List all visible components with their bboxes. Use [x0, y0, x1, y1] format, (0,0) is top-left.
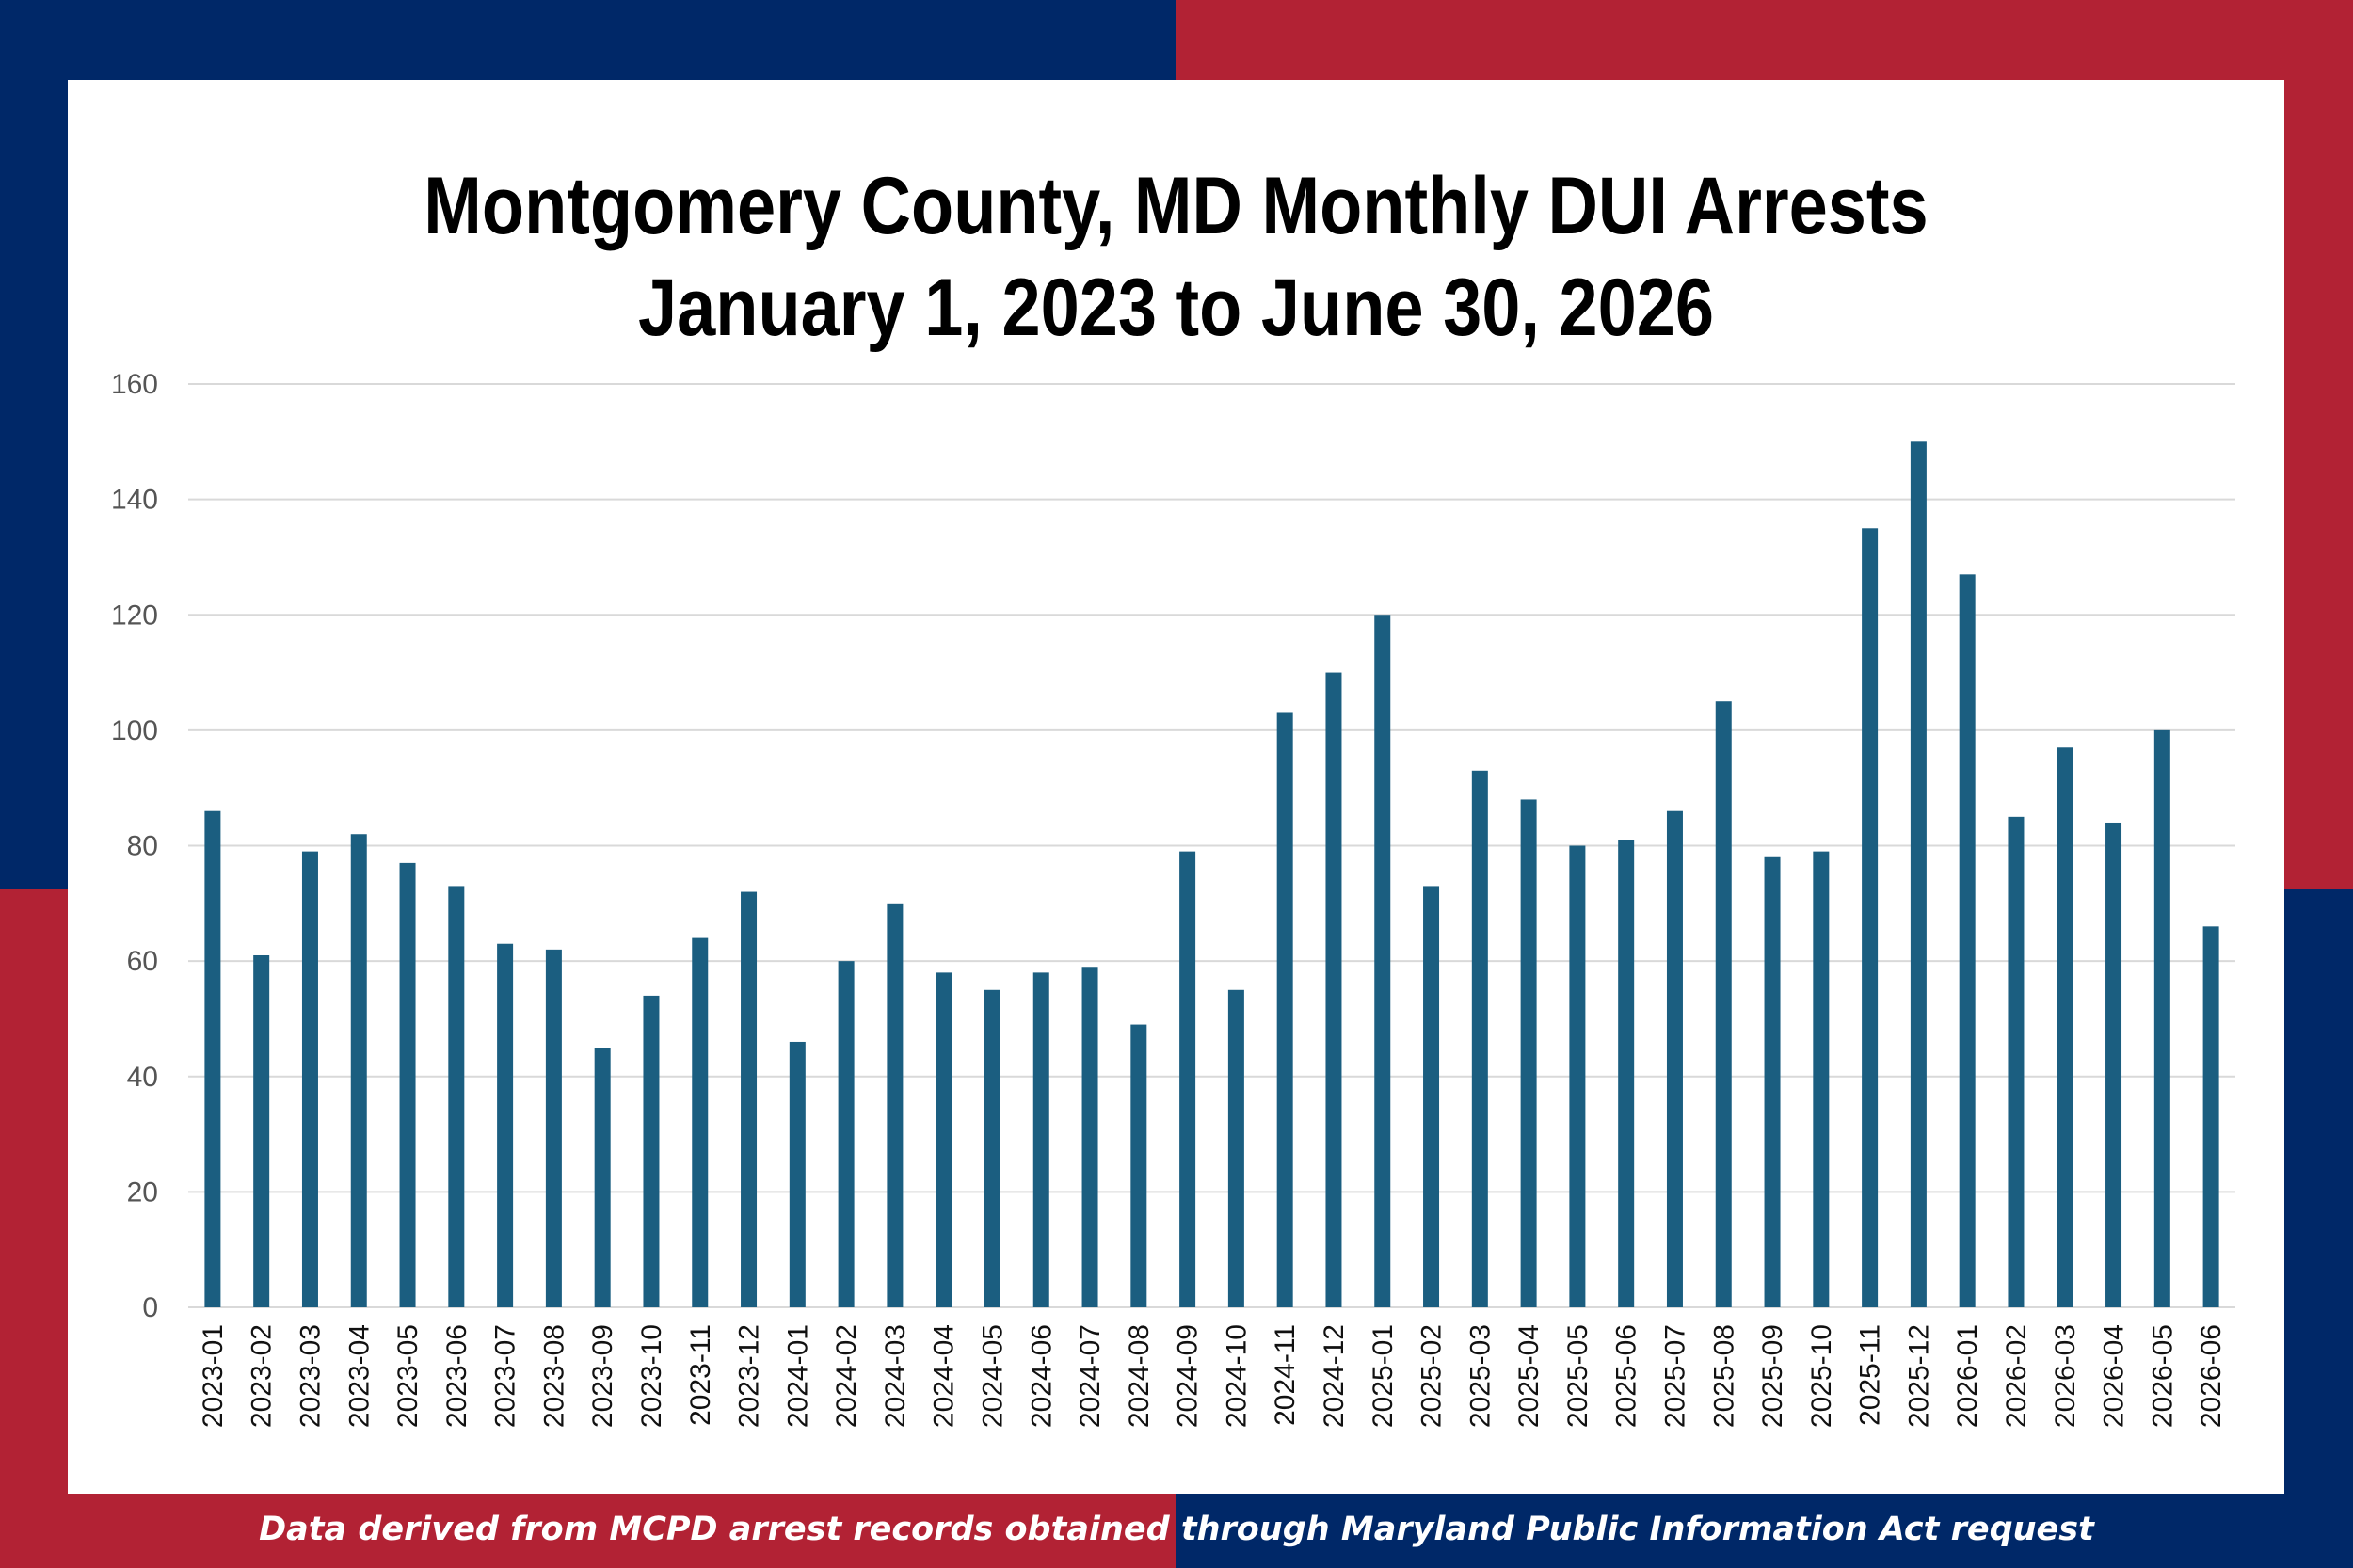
x-tick-label: 2024-01 — [782, 1324, 813, 1428]
x-tick-label: 2026-01 — [1952, 1324, 1983, 1428]
x-tick-label: 2025-04 — [1513, 1324, 1545, 1428]
bar-2025-08 — [1715, 701, 1732, 1307]
chart-title-line-2: January 1, 2023 to June 30, 2026 — [638, 263, 1714, 353]
x-tick-label: 2025-12 — [1903, 1324, 1934, 1428]
y-tick-label: 140 — [111, 485, 158, 516]
x-tick-label: 2024-07 — [1075, 1324, 1106, 1428]
bar-2024-07 — [1081, 967, 1098, 1307]
bar-2024-09 — [1179, 851, 1196, 1307]
bar-2025-09 — [1764, 856, 1781, 1307]
bar-2023-03 — [301, 851, 318, 1307]
chart-title: Montgomery County, MD Monthly DUI Arrest… — [223, 155, 2129, 359]
x-tick-label: 2024-05 — [977, 1324, 1008, 1428]
bar-2025-11 — [1862, 528, 1879, 1307]
x-tick-label: 2026-05 — [2147, 1324, 2178, 1428]
bar-2025-06 — [1618, 840, 1635, 1307]
bar-2023-02 — [253, 954, 270, 1307]
x-tick-label: 2023-07 — [490, 1324, 521, 1428]
x-tick-label: 2024-12 — [1319, 1324, 1350, 1428]
bar-2025-01 — [1374, 615, 1391, 1307]
bar-2026-02 — [2008, 816, 2025, 1307]
x-tick-label: 2025-02 — [1417, 1324, 1448, 1428]
x-tick-label: 2025-11 — [1855, 1324, 1886, 1426]
bar-2023-04 — [350, 834, 367, 1307]
x-tick-label: 2023-11 — [685, 1324, 716, 1426]
bar-2023-06 — [448, 886, 465, 1307]
x-tick-label: 2025-03 — [1465, 1324, 1496, 1428]
x-tick-label: 2023-02 — [247, 1324, 278, 1428]
bar-2026-03 — [2057, 747, 2073, 1307]
x-tick-label: 2024-03 — [880, 1324, 911, 1428]
bar-2025-04 — [1520, 799, 1537, 1307]
x-tick-label: 2023-12 — [734, 1324, 765, 1428]
x-tick-label: 2024-11 — [1270, 1324, 1301, 1426]
y-tick-label: 100 — [111, 715, 158, 746]
x-tick-label: 2024-04 — [929, 1324, 960, 1428]
x-tick-label: 2023-01 — [198, 1324, 229, 1428]
y-tick-label: 160 — [111, 369, 158, 400]
y-tick-label: 20 — [127, 1176, 158, 1208]
x-tick-label: 2023-09 — [587, 1324, 618, 1428]
y-tick-label: 60 — [127, 946, 158, 977]
bar-2026-06 — [2202, 926, 2219, 1307]
x-tick-label: 2024-08 — [1124, 1324, 1155, 1428]
x-tick-label: 2026-04 — [2099, 1324, 2130, 1428]
x-tick-label: 2024-06 — [1026, 1324, 1057, 1428]
x-tick-label: 2025-09 — [1757, 1324, 1788, 1428]
x-tick-label: 2026-02 — [2001, 1324, 2032, 1428]
bar-2024-03 — [887, 903, 904, 1307]
x-tick-label: 2026-06 — [2196, 1324, 2227, 1428]
bar-2024-01 — [789, 1041, 806, 1307]
bar-2023-01 — [204, 810, 221, 1307]
x-tick-label: 2025-01 — [1368, 1324, 1399, 1428]
bar-2024-08 — [1130, 1024, 1147, 1307]
bar-2023-11 — [692, 937, 709, 1307]
x-tick-label: 2023-04 — [344, 1324, 375, 1428]
bar-2025-02 — [1423, 886, 1440, 1307]
bar-2023-07 — [497, 943, 514, 1307]
x-tick-label: 2023-05 — [392, 1324, 424, 1428]
x-tick-label: 2024-09 — [1173, 1324, 1204, 1428]
x-tick-label: 2025-05 — [1562, 1324, 1593, 1428]
x-tick-label: 2024-10 — [1221, 1324, 1252, 1428]
y-tick-label: 120 — [111, 600, 158, 631]
bar-2024-04 — [936, 972, 952, 1307]
bar-2025-05 — [1569, 845, 1586, 1307]
bar-2026-05 — [2153, 729, 2170, 1307]
x-tick-label: 2023-03 — [295, 1324, 326, 1428]
bar-2025-10 — [1813, 851, 1830, 1307]
x-tick-label: 2023-10 — [636, 1324, 667, 1428]
bar-2023-10 — [643, 995, 660, 1307]
y-tick-label: 80 — [127, 831, 158, 862]
bar-2023-05 — [399, 862, 416, 1307]
bar-2024-06 — [1032, 972, 1049, 1307]
y-tick-label: 0 — [142, 1292, 158, 1323]
bar-2024-05 — [984, 989, 1000, 1307]
bar-2023-08 — [545, 949, 562, 1307]
x-tick-label: 2026-03 — [2050, 1324, 2081, 1428]
x-tick-label: 2025-08 — [1708, 1324, 1739, 1428]
x-tick-label: 2025-10 — [1806, 1324, 1837, 1428]
x-tick-label: 2025-06 — [1611, 1324, 1642, 1428]
x-tick-label: 2023-08 — [538, 1324, 569, 1428]
bar-2024-11 — [1276, 712, 1293, 1307]
bar-2023-12 — [741, 891, 758, 1307]
x-tick-label: 2023-06 — [441, 1324, 472, 1428]
bar-2025-03 — [1471, 770, 1488, 1307]
bar-2026-01 — [1959, 574, 1976, 1307]
chart-title-line-1: Montgomery County, MD Monthly DUI Arrest… — [424, 161, 1929, 251]
y-tick-label: 40 — [127, 1062, 158, 1093]
bar-2025-07 — [1666, 810, 1683, 1307]
bar-2023-09 — [594, 1048, 611, 1307]
x-tick-label: 2025-07 — [1659, 1324, 1690, 1428]
bar-2024-02 — [838, 961, 855, 1307]
x-tick-label: 2024-02 — [831, 1324, 862, 1428]
bar-2024-12 — [1325, 672, 1342, 1307]
source-footer: Data derived from MCPD arrest records ob… — [259, 1511, 2094, 1548]
bar-2025-12 — [1910, 441, 1927, 1307]
bar-2026-04 — [2105, 822, 2122, 1307]
bar-2024-10 — [1227, 989, 1244, 1307]
